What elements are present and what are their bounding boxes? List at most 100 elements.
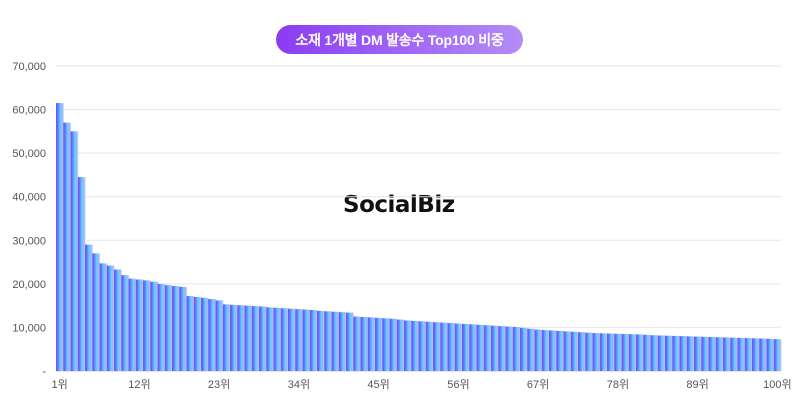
y-tick-label: -: [42, 366, 46, 378]
bar-rank-88: [686, 336, 695, 371]
bar-rank-94: [730, 337, 739, 371]
bar-rank-90: [701, 336, 710, 371]
bar-rank-50: [411, 320, 420, 371]
bar-rank-93: [723, 337, 731, 371]
bar-rank-48: [396, 319, 405, 371]
bar-rank-33: [288, 308, 296, 371]
bar-rank-75: [592, 333, 601, 371]
bar-rank-54: [440, 322, 449, 371]
bar-rank-100: [773, 339, 782, 371]
bar-rank-55: [447, 323, 456, 371]
bar-rank-83: [650, 335, 659, 371]
bar-rank-69: [549, 330, 557, 371]
bar-rank-81: [636, 334, 644, 371]
bar-rank-64: [512, 326, 521, 371]
bar-rank-56: [454, 323, 463, 371]
bar-rank-60: [483, 325, 492, 371]
bar-rank-20: [193, 296, 202, 371]
bar-rank-98: [759, 338, 768, 371]
bar-rank-7: [99, 263, 108, 371]
bar-rank-6: [92, 253, 101, 371]
x-tick-label: 67위: [527, 378, 549, 391]
bar-rank-15: [157, 283, 166, 371]
bar-rank-95: [737, 337, 746, 371]
x-tick-label: 34위: [288, 378, 310, 391]
bar-rank-27: [244, 305, 253, 371]
bar-rank-49: [404, 320, 412, 371]
bar-rank-32: [280, 308, 289, 371]
x-tick-label: 45위: [367, 378, 389, 391]
bar-rank-8: [106, 265, 115, 371]
bar-rank-22: [208, 299, 217, 371]
bar-rank-3: [70, 131, 79, 371]
bar-rank-36: [309, 310, 318, 371]
bar-rank-5: [85, 244, 93, 371]
bar-rank-89: [694, 336, 702, 371]
bar-rank-58: [469, 324, 478, 371]
bar-rank-86: [672, 335, 681, 371]
y-tick-label: 60,000: [12, 105, 46, 117]
bar-rank-62: [498, 326, 507, 371]
bar-rank-30: [266, 307, 275, 371]
bar-rank-99: [766, 338, 775, 371]
bar-rank-41: [346, 312, 354, 371]
bar-rank-70: [556, 330, 565, 371]
bar-rank-66: [527, 328, 536, 371]
bar-rank-46: [382, 318, 391, 371]
bar-rank-39: [331, 311, 340, 371]
bar-rank-63: [505, 326, 514, 371]
bar-rank-1: [56, 103, 64, 371]
bar-rank-82: [643, 334, 652, 371]
x-tick-label: 1위: [51, 378, 67, 391]
x-tick-label: 12위: [128, 378, 150, 391]
bar-rank-31: [273, 307, 282, 371]
x-tick-label: 23위: [208, 378, 230, 391]
bar-rank-13: [143, 280, 151, 371]
bar-rank-18: [179, 286, 188, 371]
bar-rank-57: [462, 323, 470, 371]
y-tick-label: 50,000: [12, 148, 46, 160]
bar-rank-52: [425, 321, 434, 371]
bar-rank-37: [317, 310, 325, 371]
bar-rank-11: [128, 278, 137, 371]
bar-rank-16: [164, 285, 173, 371]
bar-rank-43: [360, 316, 369, 371]
bar-rank-61: [491, 325, 499, 371]
x-tick-label: 56위: [447, 378, 469, 391]
x-tick-label: 78위: [607, 378, 629, 391]
bar-rank-9: [114, 269, 122, 371]
y-axis: - 10,000 20,000 30,000 40,000 50,000 60,000 70,…: [12, 61, 46, 378]
bar-rank-10: [121, 275, 130, 371]
bar-rank-17: [172, 286, 180, 371]
bar-rank-96: [744, 338, 753, 371]
bar-rank-67: [534, 329, 543, 371]
bar-rank-84: [657, 335, 666, 371]
bar-rank-2: [63, 122, 72, 371]
bar-rank-65: [520, 327, 528, 371]
x-tick-label: 89위: [686, 378, 708, 391]
bar-rank-92: [715, 337, 724, 371]
bar-rank-78: [614, 333, 623, 371]
bar-rank-97: [752, 338, 760, 371]
bar-rank-19: [186, 296, 195, 371]
y-tick-label: 40,000: [12, 192, 46, 204]
bar-rank-59: [476, 324, 485, 371]
bar-rank-87: [679, 336, 688, 371]
bar-rank-21: [201, 297, 209, 371]
bar-rank-79: [621, 333, 630, 371]
bar-rank-28: [251, 306, 260, 371]
bar-rank-4: [77, 177, 86, 371]
x-tick-label: 100위: [763, 378, 791, 391]
bar-rank-25: [230, 304, 238, 371]
bar-rank-12: [135, 279, 144, 371]
bar-rank-40: [338, 312, 347, 371]
bar-rank-45: [375, 317, 383, 371]
bar-rank-91: [708, 337, 717, 371]
y-tick-label: 10,000: [12, 322, 46, 334]
bar-rank-14: [150, 281, 159, 371]
x-axis: 1위 12위 23위 34위 45위 56위 67위 78위 89위 100위: [51, 378, 791, 391]
bar-rank-24: [222, 304, 231, 371]
bar-rank-73: [578, 332, 586, 371]
bar-rank-77: [607, 333, 615, 371]
